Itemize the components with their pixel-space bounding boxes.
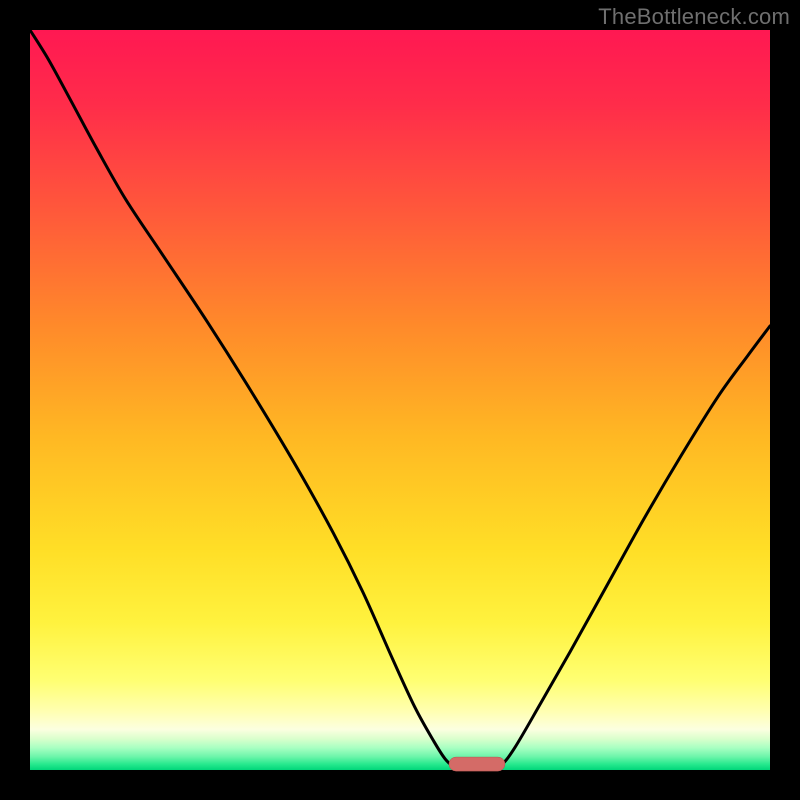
- plot-background: [30, 30, 770, 770]
- optimal-marker: [449, 757, 505, 771]
- stage: TheBottleneck.com: [0, 0, 800, 800]
- bottleneck-chart: [0, 0, 800, 800]
